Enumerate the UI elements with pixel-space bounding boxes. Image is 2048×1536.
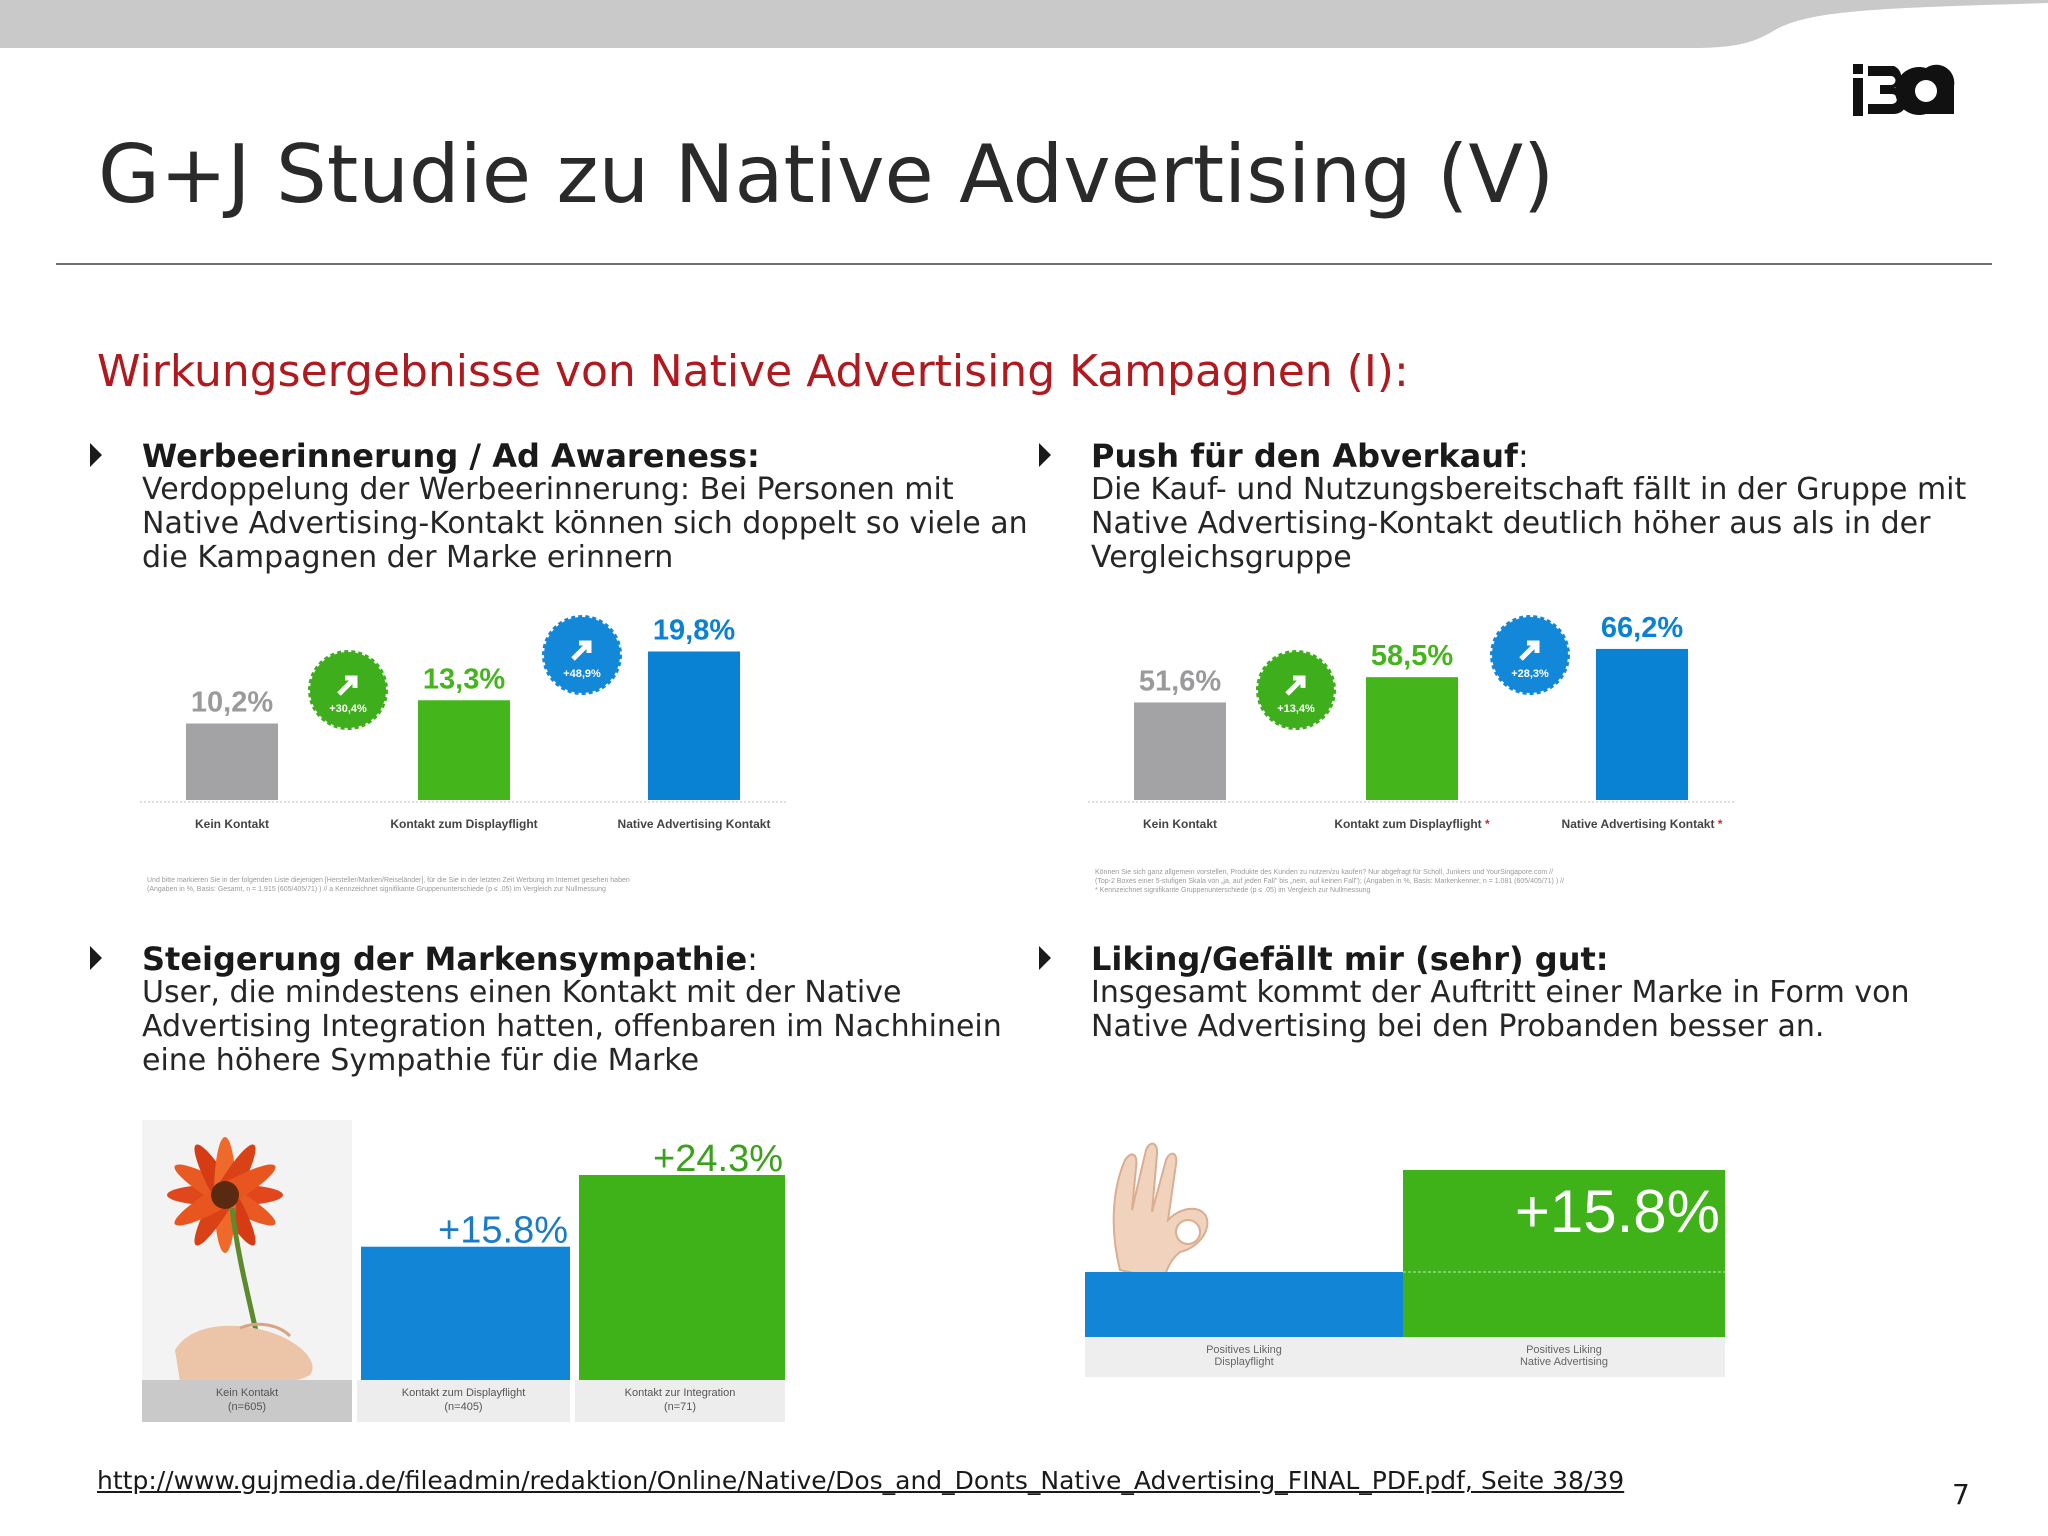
bar [1366, 677, 1458, 800]
uplift-label: +30,4% [329, 703, 367, 715]
data-label: 58,5% [1371, 640, 1453, 672]
category-label: Kontakt zur Integration [625, 1387, 736, 1399]
uplift-badge: +48,9% [542, 615, 622, 695]
trend-up-arrow-icon [1519, 640, 1540, 661]
uplift-badge: +30,4% [308, 650, 388, 730]
flower-in-hand-illustration [142, 1120, 352, 1389]
category-cell [575, 1380, 785, 1422]
bar [361, 1246, 570, 1380]
slide-title: G+J Studie zu Native Advertising (V) [98, 128, 1555, 221]
badge-circle [542, 615, 622, 695]
chart-footnote: Und bitte markieren Sie in der folgenden… [147, 877, 630, 884]
category-label: Native Advertising [1520, 1356, 1608, 1368]
section-body: Verdoppelung der Werbeerinnerung: Bei Pe… [142, 472, 1028, 575]
bullet-arrow-icon [1039, 443, 1051, 467]
chart-footnote: * Kennzeichnet signifikante Gruppenunter… [1095, 887, 1371, 894]
section-body: Insgesamt kommt der Auftritt einer Marke… [1091, 975, 1910, 1044]
significance-marker: * [1714, 817, 1722, 831]
data-label: 51,6% [1139, 665, 1221, 697]
uplift-label: +28,3% [1511, 668, 1549, 680]
uplift-badge: +13,4% [1256, 650, 1336, 730]
sample-size-label: (n=405) [444, 1401, 482, 1413]
bar [1403, 1170, 1725, 1337]
chart-liking: Positives Liking Displayflight Positives L… [1080, 1120, 1760, 1380]
section-heading: Liking/Gefällt mir (sehr) gut: [1091, 940, 1609, 978]
section-heading: Werbeerinnerung / Ad Awareness: [142, 437, 760, 475]
uplift-label: +48,9% [563, 668, 601, 680]
badge-circle [308, 650, 388, 730]
category-band [1085, 1337, 1725, 1377]
top-band [0, 0, 2048, 48]
bullet-arrow-icon [1039, 946, 1051, 970]
badge-circle [1256, 650, 1336, 730]
significance-marker: * [1482, 817, 1490, 831]
data-label: +24.3% [653, 1138, 783, 1180]
category-label: Kontakt zum Displayflight * [1334, 817, 1490, 831]
chart-ad-awareness: 10,2% Kein Kontakt 13,3% Kontakt zum Displa… [92, 580, 812, 900]
chart-markensympathie: Kein Kontakt (n=605) Kontakt zum Displayfl… [120, 1100, 820, 1430]
trend-up-arrow-icon [571, 640, 592, 661]
section-body: User, die mindestens einen Kontakt mit d… [142, 975, 1002, 1078]
sample-size-label: (n=71) [664, 1401, 696, 1413]
page-number: 7 [1952, 1478, 1970, 1511]
data-label: 13,3% [423, 663, 505, 695]
category-label: Positives Liking [1206, 1344, 1282, 1356]
trend-up-arrow-icon [1285, 675, 1306, 696]
data-label: +15.8% [1515, 1178, 1720, 1245]
uplift-label: +13,4% [1277, 703, 1315, 715]
section-body: Die Kauf- und Nutzungsbereitschaft fällt… [1091, 472, 1967, 575]
bar [1596, 648, 1688, 800]
uplift-badge: +28,3% [1490, 615, 1570, 695]
data-label: 66,2% [1601, 612, 1683, 644]
bullet-arrow-icon [90, 443, 102, 467]
sample-size-label: (n=605) [228, 1401, 266, 1413]
category-label: Displayflight [1214, 1356, 1273, 1368]
section-heading: Push für den Abverkauf: [1091, 437, 1529, 475]
bar [1085, 1272, 1403, 1337]
bar [186, 723, 278, 800]
category-label: Kein Kontakt [1143, 817, 1217, 831]
category-label: Kein Kontakt [195, 817, 269, 831]
chart-footnote: (Top-2 Boxes einer 5-stufigen Skala von … [1095, 878, 1564, 885]
data-label: 19,8% [653, 615, 735, 647]
category-label: Kein Kontakt [216, 1387, 278, 1399]
category-label: Native Advertising Kontakt * [1562, 817, 1723, 831]
chart-footnote: Können Sie sich ganz allgemein vorstelle… [1095, 869, 1553, 876]
category-cell [357, 1380, 570, 1422]
title-divider [56, 263, 1992, 265]
chart-footnote: (Angaben in %, Basis: Gesamt, n = 1.915 … [147, 886, 606, 893]
bar [418, 700, 510, 800]
category-label: Positives Liking [1526, 1344, 1602, 1356]
bar [1134, 702, 1226, 800]
bar [579, 1175, 785, 1380]
category-label: Kontakt zum Displayflight [390, 817, 537, 831]
category-cell [142, 1380, 352, 1422]
section-subtitle: Wirkungsergebnisse von Native Advertisin… [97, 346, 1409, 397]
trend-up-arrow-icon [337, 675, 358, 696]
bullet-arrow-icon [90, 946, 102, 970]
category-label: Kontakt zum Displayflight [402, 1387, 526, 1399]
source-link[interactable]: http://www.gujmedia.de/fileadmin/redakti… [97, 1466, 1625, 1495]
iba-logo [1853, 64, 1955, 116]
bar [648, 651, 740, 800]
badge-circle [1490, 615, 1570, 695]
category-label: Native Advertising Kontakt [618, 817, 771, 831]
data-label: +15.8% [438, 1210, 568, 1252]
data-label: 10,2% [191, 687, 273, 719]
section-heading: Steigerung der Markensympathie: [142, 940, 758, 978]
chart-abverkauf: 51,6% Kein Kontakt 58,5% Kontakt zum Displa… [1040, 580, 1760, 900]
ok-hand-illustration [1112, 1142, 1209, 1282]
